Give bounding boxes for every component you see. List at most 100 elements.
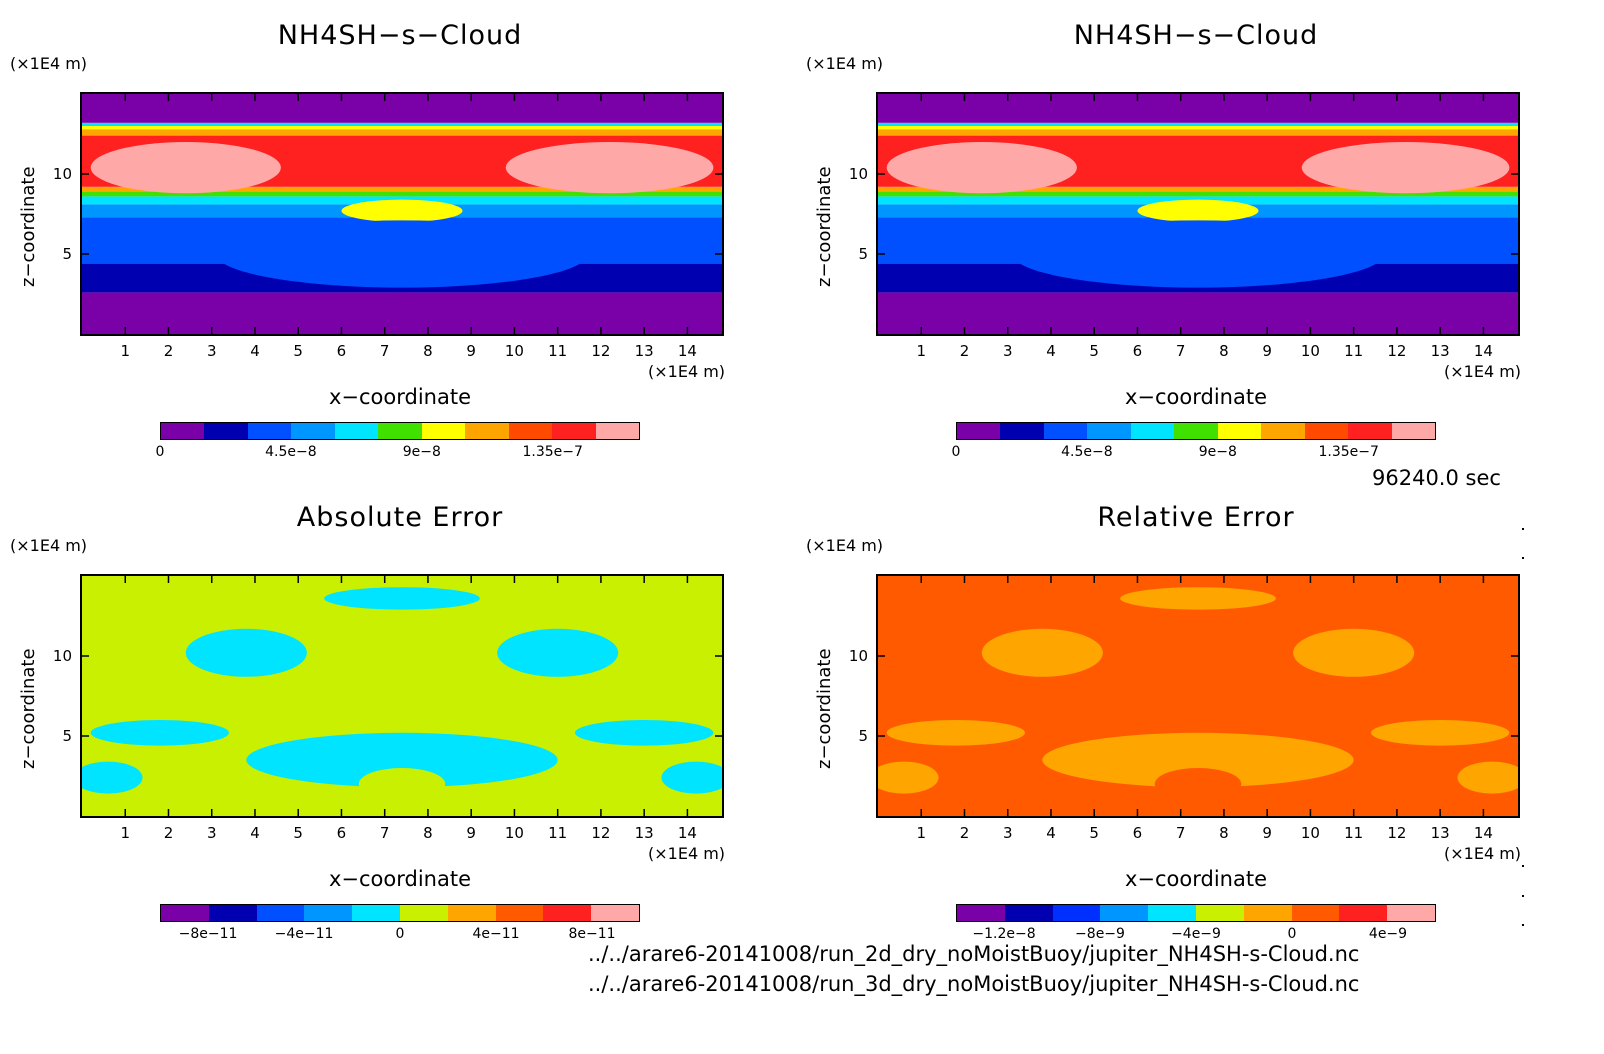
- contour-band: [878, 129, 1518, 136]
- colorbar-tick-label: 9e−8: [402, 444, 441, 460]
- x-tick-label: 3: [206, 342, 217, 360]
- contour-region: [1370, 720, 1510, 746]
- chart-title: Absolute Error: [296, 502, 504, 533]
- colorbar-swatch: [495, 905, 544, 921]
- colorbar-swatch: [543, 905, 592, 921]
- colorbar-swatch: [957, 423, 1001, 439]
- x-tick-label: 13: [634, 342, 654, 360]
- contour-region: [1120, 587, 1276, 610]
- colorbar-swatch: [1261, 423, 1305, 439]
- x-tick-label: 7: [379, 342, 390, 360]
- x-tick-label: 2: [163, 824, 174, 842]
- contour-band: [82, 191, 722, 197]
- colorbar-tick-label: 4e−9: [1368, 926, 1408, 942]
- contour-band: [878, 122, 1518, 126]
- x-tick-label: 5: [293, 824, 303, 842]
- y-tick-label: 10: [52, 647, 72, 665]
- x-tick-label: 13: [1430, 824, 1450, 842]
- x-tick-label: 13: [634, 824, 654, 842]
- colorbar-swatch: [304, 905, 353, 921]
- contour-plot: [876, 92, 1520, 336]
- x-tick-label: 10: [1300, 342, 1320, 360]
- contour-region: [1457, 761, 1518, 794]
- y-axis-label: z−coordinate: [814, 648, 835, 769]
- x-axis-label: x−coordinate: [328, 385, 472, 409]
- contour-plot: [876, 574, 1520, 818]
- colorbar-swatch: [552, 423, 596, 439]
- contour-band: [82, 129, 722, 136]
- x-tick-label: 5: [1089, 342, 1099, 360]
- colorbar-swatch: [508, 423, 553, 439]
- contour-region: [82, 761, 143, 794]
- colorbar-tick-label: 1.35e−7: [522, 444, 583, 460]
- y-axis-label: z−coordinate: [18, 166, 39, 287]
- contour-band: [82, 186, 722, 192]
- contour-band: [878, 126, 1518, 130]
- colorbar-swatch: [465, 423, 509, 439]
- colorbar-swatch: [208, 905, 257, 921]
- file-path-1: ../../arare6-20141008/run_2d_dry_noMoist…: [588, 942, 1360, 966]
- x-tick-label: 9: [1262, 824, 1272, 842]
- x-tick-label: 14: [677, 342, 697, 360]
- colorbar-tick-label: −4e−11: [274, 926, 334, 942]
- x-unit-label: (×1E4 m): [648, 844, 726, 863]
- x-tick-label: 5: [293, 342, 303, 360]
- colorbar-tick-label: 4e−11: [472, 926, 520, 942]
- chart-title: Relative Error: [1097, 502, 1295, 533]
- y-tick-label: 5: [858, 245, 868, 263]
- x-tick-label: 6: [1132, 342, 1143, 360]
- colorbar-tick-label: 4.5e−8: [1061, 444, 1113, 460]
- colorbar-swatch: [1043, 423, 1088, 439]
- x-tick-label: 8: [423, 342, 433, 360]
- x-tick-label: 4: [250, 342, 260, 360]
- x-tick-label: 4: [1046, 824, 1056, 842]
- x-tick-label: 2: [959, 342, 970, 360]
- colorbar-swatch: [595, 423, 639, 439]
- marker-dot: [1522, 557, 1524, 559]
- x-tick-label: 10: [504, 342, 524, 360]
- contour-region: [90, 720, 230, 746]
- x-tick-label: 8: [423, 824, 433, 842]
- contour-region: [505, 142, 714, 194]
- x-tick-label: 7: [1175, 824, 1186, 842]
- x-tick-label: 14: [1473, 342, 1493, 360]
- colorbar-swatch: [957, 905, 1005, 921]
- colorbar-tick-label: 0: [1287, 926, 1297, 942]
- contour-band: [878, 186, 1518, 192]
- y-unit-label: (×1E4 m): [10, 536, 88, 555]
- contour-region: [216, 220, 588, 288]
- contour-region: [1076, 292, 1320, 334]
- x-tick-label: 11: [548, 342, 568, 360]
- contour-band: [878, 191, 1518, 197]
- colorbar-tick-label: −8e−11: [178, 926, 238, 942]
- x-unit-label: (×1E4 m): [648, 362, 726, 381]
- x-tick-label: 12: [1387, 824, 1407, 842]
- colorbar-swatch: [1004, 905, 1053, 921]
- chart-title: NH4SH−s−Cloud: [1073, 20, 1319, 51]
- x-tick-label: 5: [1089, 824, 1099, 842]
- x-tick-label: 10: [504, 824, 524, 842]
- colorbar-swatch: [1195, 905, 1244, 921]
- x-tick-label: 11: [1344, 824, 1364, 842]
- colorbar-swatch: [1291, 905, 1340, 921]
- x-tick-label: 3: [206, 824, 217, 842]
- x-tick-label: 9: [466, 342, 476, 360]
- colorbar-swatch: [421, 423, 466, 439]
- x-tick-label: 7: [379, 824, 390, 842]
- x-tick-label: 11: [548, 824, 568, 842]
- x-axis-label: x−coordinate: [1124, 867, 1268, 891]
- x-tick-label: 12: [591, 342, 611, 360]
- colorbar-swatch: [1304, 423, 1349, 439]
- y-tick-label: 5: [62, 245, 72, 263]
- x-tick-label: 8: [1219, 824, 1229, 842]
- x-axis-label: x−coordinate: [328, 867, 472, 891]
- marker-dot: [1522, 528, 1524, 530]
- y-tick-label: 5: [858, 727, 868, 745]
- colorbar-tick-label: 4.5e−8: [265, 444, 317, 460]
- colorbar-swatch: [204, 423, 248, 439]
- colorbar-swatch: [447, 905, 496, 921]
- x-tick-label: 11: [1344, 342, 1364, 360]
- contour-region: [1012, 220, 1384, 288]
- colorbar-tick-label: −8e−9: [1075, 926, 1125, 942]
- colorbar-swatch: [1387, 905, 1435, 921]
